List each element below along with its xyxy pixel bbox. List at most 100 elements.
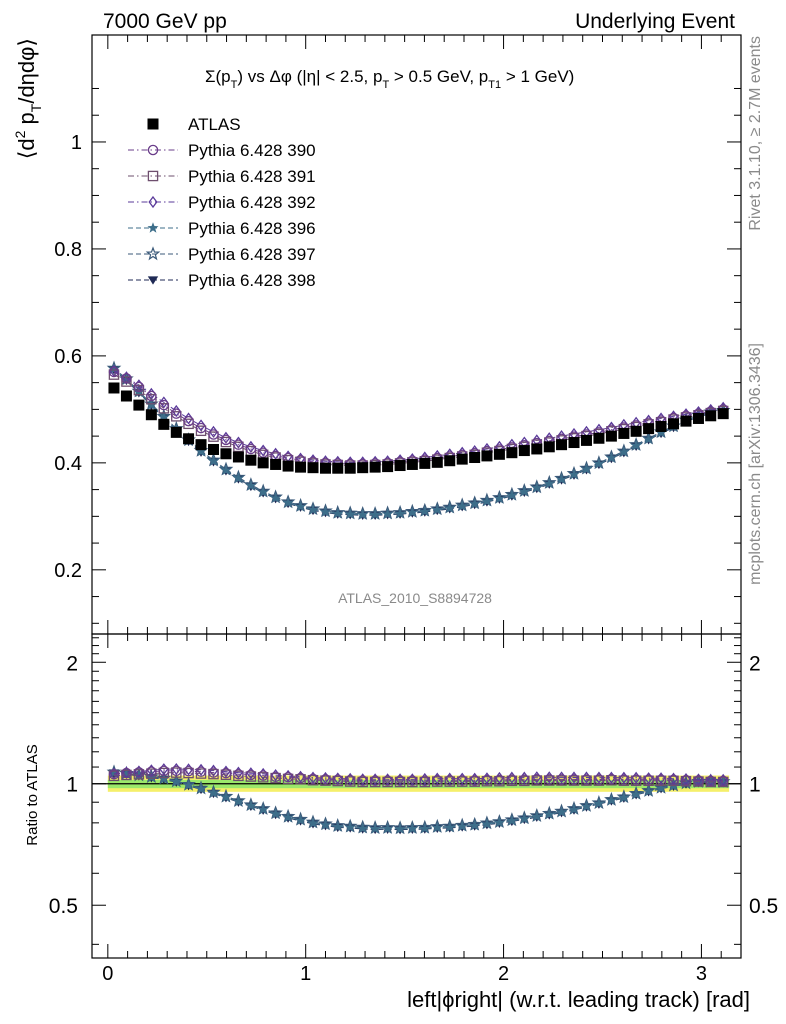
ratio-data-point bbox=[444, 775, 455, 786]
data-point bbox=[270, 458, 282, 470]
data-point bbox=[120, 390, 132, 402]
series-line bbox=[113, 370, 724, 463]
data-point bbox=[444, 502, 456, 513]
data-point bbox=[444, 455, 456, 467]
data-point bbox=[605, 430, 617, 442]
data-point bbox=[245, 443, 257, 455]
data-point bbox=[556, 473, 568, 485]
series-line bbox=[113, 371, 724, 465]
data-point bbox=[121, 373, 132, 384]
ratio-data-point bbox=[481, 818, 493, 829]
ratio-data-point bbox=[158, 773, 170, 784]
ratio-data-point bbox=[257, 803, 269, 815]
legend-marker bbox=[147, 276, 159, 285]
ratio-data-point bbox=[456, 820, 468, 832]
data-point bbox=[456, 453, 468, 465]
data-point bbox=[456, 500, 468, 511]
data-point bbox=[108, 366, 120, 378]
x-tick-label: 2 bbox=[498, 963, 509, 985]
ratio-data-point bbox=[506, 774, 518, 785]
legend-marker bbox=[147, 222, 159, 233]
data-point bbox=[406, 506, 418, 518]
series-line bbox=[113, 374, 724, 466]
data-point bbox=[133, 399, 145, 411]
data-point bbox=[109, 364, 119, 377]
ratio-data-point bbox=[419, 775, 431, 786]
data-point bbox=[195, 439, 207, 451]
data-point bbox=[406, 458, 418, 470]
data-point bbox=[295, 500, 307, 512]
mcplots-label: mcplots.cern.ch [arXiv:1306.3436] bbox=[747, 343, 764, 585]
main-axes: 0.2 0.4 0.6 0.8 1 bbox=[54, 35, 741, 634]
data-point bbox=[121, 376, 132, 387]
ratio-data-point bbox=[681, 772, 691, 786]
data-point bbox=[307, 462, 319, 474]
data-point bbox=[431, 456, 443, 468]
ratio-data-point bbox=[120, 768, 132, 779]
data-point bbox=[655, 427, 667, 438]
ratio-data-point bbox=[369, 823, 381, 834]
ratio-data-point bbox=[307, 773, 319, 785]
data-point bbox=[170, 426, 182, 438]
data-point bbox=[357, 508, 369, 520]
ratio-y-axis-label: Ratio to ATLAS bbox=[24, 744, 41, 845]
ratio-data-point bbox=[171, 765, 182, 777]
data-point bbox=[469, 452, 481, 464]
data-point bbox=[531, 482, 543, 493]
data-point bbox=[717, 408, 729, 420]
data-point bbox=[145, 409, 157, 421]
ratio-data-point bbox=[344, 774, 356, 786]
ratio-data-point bbox=[693, 775, 704, 786]
ratio-data-point bbox=[394, 823, 406, 834]
ratio-data-point bbox=[320, 819, 331, 830]
data-point bbox=[220, 434, 232, 446]
ratio-data-point bbox=[158, 765, 170, 777]
data-point bbox=[605, 452, 617, 463]
ratio-data-point bbox=[593, 774, 605, 785]
data-point bbox=[270, 492, 282, 503]
data-point bbox=[680, 415, 692, 427]
ratio-data-point bbox=[618, 792, 630, 803]
ratio-data-point bbox=[581, 800, 592, 812]
ratio-data-point bbox=[543, 808, 555, 820]
ratio-data-point bbox=[544, 774, 555, 785]
data-point bbox=[208, 429, 219, 440]
ratio-data-point bbox=[568, 803, 580, 815]
data-point bbox=[108, 382, 120, 394]
ratio-data-point bbox=[232, 795, 244, 807]
ratio-data-point bbox=[469, 775, 480, 786]
data-point bbox=[568, 468, 580, 480]
ratio-y-tick-label: 2 bbox=[66, 652, 78, 675]
ratio-data-point bbox=[369, 775, 381, 786]
ratio-series-pythia-6-428-396 bbox=[108, 766, 729, 834]
ratio-data-point bbox=[705, 776, 717, 787]
analysis-watermark: ATLAS_2010_S8894728 bbox=[338, 590, 492, 606]
ratio-data-point bbox=[183, 779, 195, 790]
main-data-series bbox=[106, 360, 731, 520]
ratio-data-point bbox=[233, 768, 244, 780]
ratio-data-point bbox=[406, 823, 418, 834]
data-point bbox=[257, 457, 269, 469]
ratio-data-point bbox=[195, 766, 207, 777]
data-point bbox=[543, 477, 555, 489]
data-point bbox=[121, 371, 131, 384]
ratio-data-point bbox=[618, 774, 630, 785]
data-point bbox=[419, 505, 431, 517]
ratio-data-point bbox=[357, 775, 368, 786]
header-right: Underlying Event bbox=[575, 10, 735, 33]
ratio-data-point bbox=[506, 815, 518, 826]
data-point bbox=[593, 432, 605, 444]
data-point bbox=[469, 498, 481, 509]
data-point bbox=[195, 445, 207, 457]
data-point bbox=[506, 489, 518, 501]
plot-title: Σ(pT) vs Δφ (|η| < 2.5, pT > 0.5 GeV, pT… bbox=[205, 67, 574, 91]
data-point bbox=[232, 472, 244, 484]
ratio-series-pythia-6-428-390 bbox=[108, 765, 729, 787]
data-point bbox=[618, 427, 630, 439]
ratio-data-point bbox=[282, 811, 294, 823]
data-point bbox=[319, 462, 331, 474]
data-point bbox=[493, 492, 505, 504]
ratio-data-point bbox=[394, 775, 406, 786]
ratio-data-point bbox=[270, 771, 281, 783]
ratio-y-tick-label: 0.5 bbox=[49, 895, 78, 918]
